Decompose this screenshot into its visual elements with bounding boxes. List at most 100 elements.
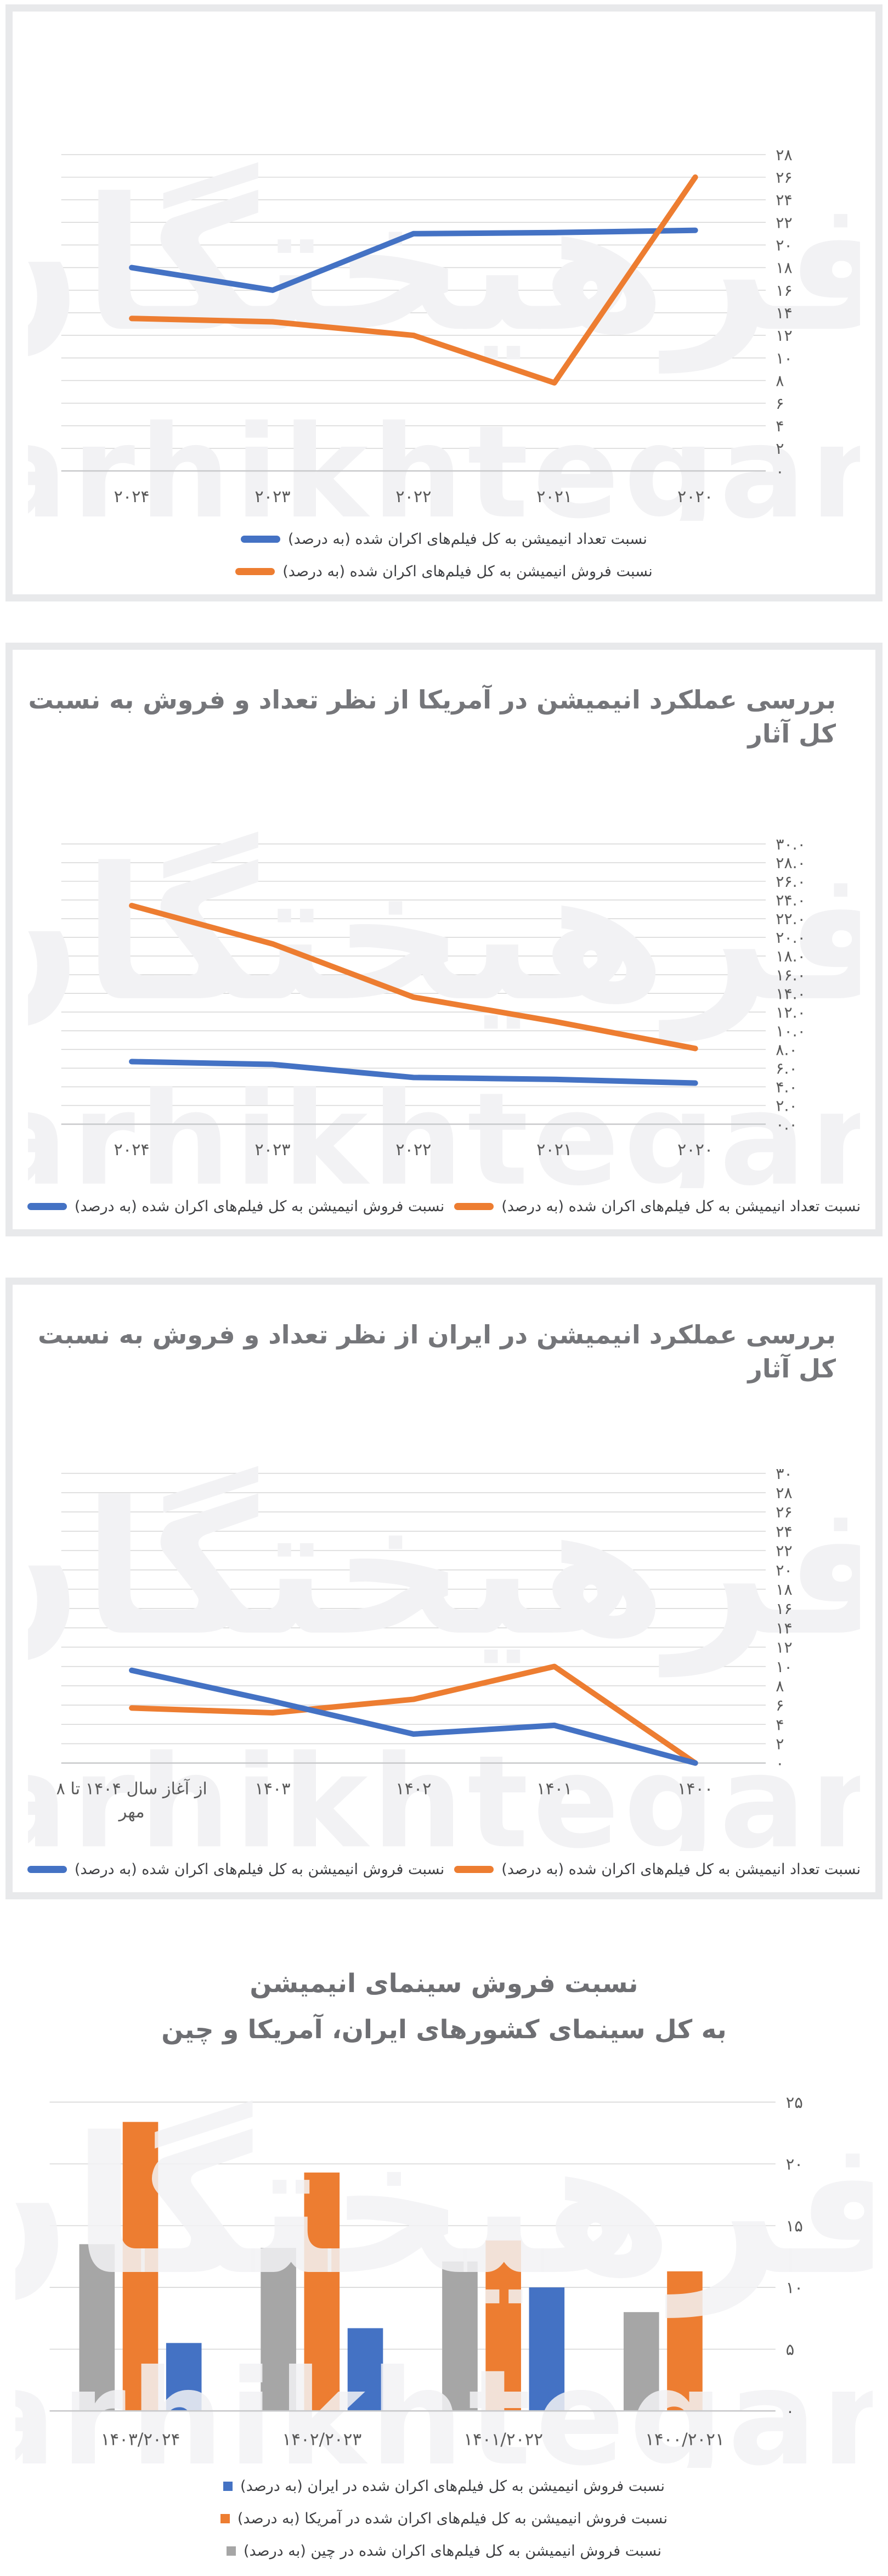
svg-text:۱۵: ۱۵	[786, 2217, 803, 2235]
svg-text:۴: ۴	[776, 417, 784, 435]
svg-text:۱۰: ۱۰	[786, 2279, 803, 2297]
svg-text:۴: ۴	[776, 1716, 784, 1734]
legend-marker	[27, 1865, 67, 1873]
svg-text:۸: ۸	[776, 372, 784, 390]
legend-item: نسبت فروش انیمیشن به کل فیلم‌های اکران ش…	[226, 2543, 662, 2560]
series-line-1	[129, 1059, 698, 1087]
svg-text:۱۴۰۰/۲۰۲۱: ۱۴۰۰/۲۰۲۱	[645, 2430, 725, 2450]
svg-text:۲۰۲۰: ۲۰۲۰	[677, 487, 713, 507]
svg-text:۴.۰: ۴.۰	[776, 1078, 797, 1096]
chart-section-4: نسبت فروش سینمای انیمیشن به کل سینمای کش…	[0, 1960, 888, 2576]
chart-2-legend: نسبت تعداد انیمیشن به کل فیلم‌های اکران …	[27, 1198, 861, 1215]
y-axis-labels: ۰.۰۲.۰۴.۰۶.۰۸.۰۱۰.۰۱۲.۰۱۴.۰۱۶.۰۱۸.۰۲۰.۰۲…	[776, 835, 806, 1134]
svg-text:۲۰: ۲۰	[776, 1561, 792, 1579]
svg-text:۱۲: ۱۲	[776, 1639, 792, 1657]
svg-text:۲۰۲۴: ۲۰۲۴	[114, 487, 150, 507]
x-axis-labels: از آغاز سال ۱۴۰۴ تا ۸ مهر ۱۴۰۳ ۱۴۰۲ ۱۴۰۱ ۱۴۰۰	[56, 1779, 713, 1822]
chart-4-title-line-2: به کل سینمای کشورهای ایران، آمریکا و چین	[161, 2015, 727, 2045]
svg-text:۲۸: ۲۸	[776, 146, 792, 164]
svg-text:۱۶: ۱۶	[776, 282, 792, 300]
svg-text:۲۲: ۲۲	[776, 213, 792, 232]
svg-text:۲۶: ۲۶	[776, 1504, 792, 1522]
watermark-en: farhikhtegan	[28, 398, 860, 521]
svg-text:۲۰۲۳: ۲۰۲۳	[254, 487, 290, 507]
chart-1-legend: نسبت تعداد انیمیشن به کل فیلم‌های اکران …	[28, 531, 860, 580]
legend-item: نسبت فروش انیمیشن به کل فیلم‌های اکران ش…	[223, 2478, 665, 2495]
svg-text:۲۴.۰: ۲۴.۰	[776, 891, 806, 909]
svg-text:۱۴۰۲/۲۰۲۳: ۱۴۰۲/۲۰۲۳	[282, 2430, 361, 2450]
legend-label: نسبت فروش انیمیشن به کل فیلم‌های اکران ش…	[237, 2510, 668, 2528]
x-axis-labels: ۲۰۲۴ ۲۰۲۳ ۲۰۲۲ ۲۰۲۱ ۲۰۲۰	[114, 1141, 714, 1160]
svg-text:۲۶: ۲۶	[776, 168, 792, 187]
svg-text:۲: ۲	[776, 440, 784, 458]
chart-4-legend: نسبت فروش انیمیشن به کل فیلم‌های اکران ش…	[15, 2478, 873, 2560]
legend-marker	[27, 1203, 67, 1211]
svg-text:۲: ۲	[776, 1735, 784, 1753]
svg-text:۲.۰: ۲.۰	[776, 1097, 797, 1115]
watermark-en: farhikhtegan	[28, 1065, 860, 1188]
legend-marker	[454, 1203, 494, 1211]
legend-item: نسبت فروش انیمیشن به کل فیلم‌های اکران ش…	[235, 563, 653, 581]
svg-text:۲۰: ۲۰	[786, 2155, 803, 2173]
legend-item: نسبت فروش انیمیشن به کل فیلم‌های اکران ش…	[27, 1198, 444, 1215]
legend-label: نسبت فروش انیمیشن به کل فیلم‌های اکران ش…	[74, 1860, 445, 1878]
svg-text:۶: ۶	[776, 395, 784, 413]
svg-text:۱۸: ۱۸	[776, 259, 792, 277]
watermark-en: farhikhtegan	[28, 1728, 860, 1851]
svg-text:۵: ۵	[786, 2340, 795, 2359]
svg-text:۲۴: ۲۴	[776, 191, 792, 209]
svg-text:۰: ۰	[776, 1754, 784, 1773]
svg-text:۲۰.۰: ۲۰.۰	[776, 929, 806, 947]
svg-text:۲۰۲۲: ۲۰۲۲	[395, 1141, 431, 1160]
line-chart-1: فرهیختگانfarhikhtegan۰۲۴۶۸۱۰۱۲۱۴۱۶۱۸۲۰۲۲…	[28, 146, 860, 521]
svg-text:۱۸: ۱۸	[776, 1581, 792, 1599]
svg-text:۳۰.۰: ۳۰.۰	[776, 835, 806, 853]
svg-text:۱۲: ۱۲	[776, 327, 792, 345]
chart-3-title: بررسی عملکرد انیمیشن در ایران از نظر تعد…	[38, 1320, 836, 1384]
svg-text:۱۴۰۰: ۱۴۰۰	[677, 1780, 713, 1799]
bar-series	[79, 2122, 703, 2411]
svg-text:۸: ۸	[776, 1677, 784, 1695]
legend-label: نسبت فروش انیمیشن به کل فیلم‌های اکران ش…	[282, 563, 653, 581]
svg-text:۱۴۰۱: ۱۴۰۱	[536, 1780, 572, 1799]
svg-text:۲۰۲۱: ۲۰۲۱	[536, 487, 572, 507]
svg-text:۱۴.۰: ۱۴.۰	[776, 985, 806, 1003]
svg-text:۱۴۰۳/۲۰۲۴: ۱۴۰۳/۲۰۲۴	[101, 2430, 180, 2450]
svg-text:۱۴۰۱/۲۰۲۲: ۱۴۰۱/۲۰۲۲	[463, 2430, 543, 2450]
svg-text:۱۰: ۱۰	[776, 349, 792, 367]
legend-item: نسبت فروش انیمیشن به کل فیلم‌های اکران ش…	[220, 2510, 668, 2527]
svg-text:۰.۰: ۰.۰	[776, 1116, 797, 1134]
legend-marker	[223, 2482, 233, 2491]
series-line-1	[129, 174, 698, 386]
chart-card-1: فرهیختگانfarhikhtegan۰۲۴۶۸۱۰۱۲۱۴۱۶۱۸۲۰۲۲…	[5, 4, 883, 602]
svg-text:۱۲.۰: ۱۲.۰	[776, 1004, 806, 1022]
svg-text:۳۰: ۳۰	[776, 1465, 792, 1483]
svg-text:۲۲.۰: ۲۲.۰	[776, 910, 806, 929]
legend-label: نسبت تعداد انیمیشن به کل فیلم‌های اکران …	[288, 531, 647, 548]
svg-text:۲۰۲۳: ۲۰۲۳	[254, 1141, 290, 1160]
legend-marker	[226, 2546, 236, 2556]
svg-text:۸.۰: ۸.۰	[776, 1041, 797, 1059]
legend-marker	[235, 568, 275, 576]
svg-text:۲۰۲۲: ۲۰۲۲	[395, 487, 431, 507]
svg-text:۱۴: ۱۴	[776, 304, 792, 322]
svg-text:۲۸: ۲۸	[776, 1484, 792, 1502]
chart-4-title: نسبت فروش سینمای انیمیشن به کل سینمای کش…	[15, 1961, 873, 2054]
chart-card-2: بررسی عملکرد انیمیشن در آمریکا از نظر تع…	[5, 643, 883, 1237]
svg-text:۲۰: ۲۰	[776, 237, 792, 255]
series-line-0	[129, 903, 698, 1052]
watermark-fa: فرهیختگان	[28, 1463, 860, 1678]
svg-text:۱۸.۰: ۱۸.۰	[776, 948, 806, 966]
legend-label: نسبت فروش انیمیشن به کل فیلم‌های اکران ش…	[243, 2543, 662, 2560]
chart-4-title-line-1: نسبت فروش سینمای انیمیشن	[250, 1968, 638, 1999]
legend-label: نسبت تعداد انیمیشن به کل فیلم‌های اکران …	[501, 1860, 861, 1878]
svg-text:۲۴: ۲۴	[776, 1523, 792, 1541]
svg-text:۶: ۶	[776, 1697, 784, 1715]
svg-text:۲۰۲۴: ۲۰۲۴	[114, 1141, 150, 1160]
legend-label: نسبت فروش انیمیشن به کل فیلم‌های اکران ش…	[74, 1198, 445, 1216]
svg-text:۶.۰: ۶.۰	[776, 1060, 797, 1078]
